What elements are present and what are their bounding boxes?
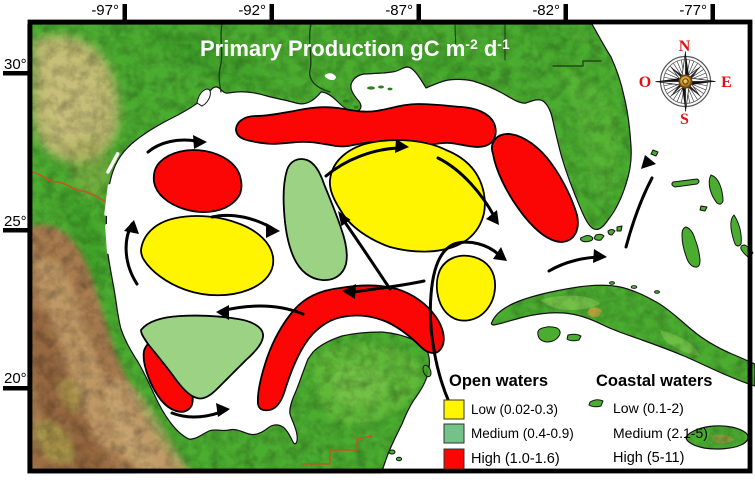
svg-text:Open waters: Open waters	[449, 372, 548, 390]
svg-text:Low (0.1-2): Low (0.1-2)	[613, 400, 684, 416]
svg-text:Primary Production gC m-2 d-1: Primary Production gC m-2 d-1	[200, 36, 510, 61]
svg-text:-97°: -97°	[91, 2, 119, 19]
svg-text:25°: 25°	[4, 213, 27, 230]
svg-text:High (5-11): High (5-11)	[613, 450, 684, 466]
svg-text:Low (0.02-0.3): Low (0.02-0.3)	[471, 402, 558, 417]
svg-text:O: O	[639, 74, 651, 91]
svg-text:-92°: -92°	[238, 2, 266, 19]
svg-text:-87°: -87°	[385, 2, 413, 19]
svg-text:-82°: -82°	[532, 2, 560, 19]
svg-text:High (1.0-1.6): High (1.0-1.6)	[471, 451, 560, 467]
svg-text:E: E	[721, 74, 732, 91]
svg-text:S: S	[680, 111, 689, 128]
svg-text:20°: 20°	[4, 370, 27, 387]
svg-text:Medium (2.1-5): Medium (2.1-5)	[613, 425, 708, 441]
svg-text:N: N	[679, 38, 691, 55]
svg-text:30°: 30°	[4, 56, 27, 73]
svg-text:Medium (0.4-0.9): Medium (0.4-0.9)	[471, 426, 574, 441]
svg-text:-77°: -77°	[679, 2, 707, 19]
svg-text:Coastal waters: Coastal waters	[596, 372, 712, 390]
